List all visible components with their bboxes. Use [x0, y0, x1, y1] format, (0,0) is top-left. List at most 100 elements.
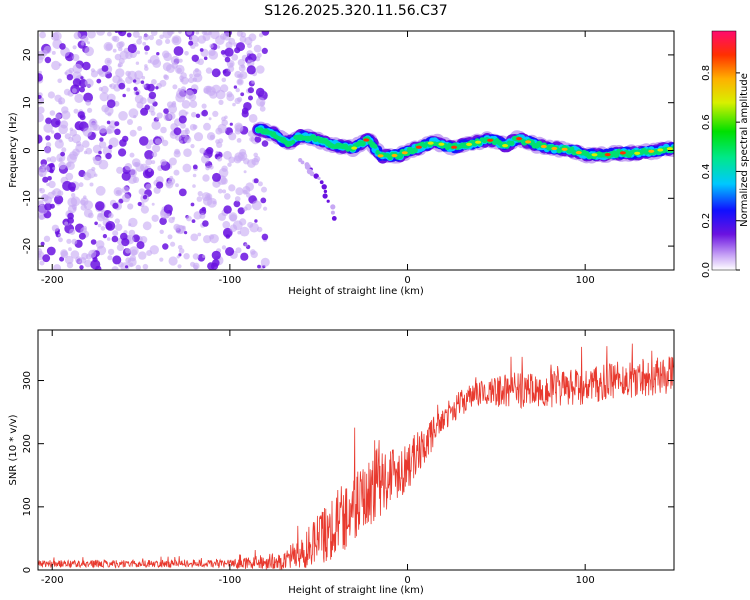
noise-speckle: [59, 256, 65, 262]
noise-speckle: [237, 59, 245, 67]
noise-speckle: [39, 260, 45, 266]
noise-speckle: [70, 250, 80, 259]
noise-speckle: [206, 86, 216, 96]
noise-speckle: [83, 208, 93, 218]
noise-speckle: [163, 204, 173, 214]
noise-speckle: [168, 217, 175, 224]
tone-peak: [391, 153, 398, 158]
noise-speckle: [132, 31, 140, 38]
noise-speckle: [87, 31, 96, 39]
side-branch-point: [300, 160, 305, 165]
noise-speckle: [144, 45, 150, 52]
noise-speckle: [258, 33, 264, 38]
noise-speckle: [122, 135, 129, 143]
noise-speckle: [106, 99, 116, 108]
noise-speckle: [95, 185, 106, 196]
noise-speckle: [197, 58, 204, 66]
noise-speckle: [51, 60, 61, 71]
noise-speckle: [171, 101, 177, 106]
snr-ytick-label: 100: [22, 497, 33, 516]
noise-speckle: [238, 64, 246, 72]
noise-speckle: [163, 52, 172, 62]
noise-speckle: [60, 120, 69, 129]
noise-speckle: [105, 152, 112, 160]
tone-peak: [502, 144, 509, 148]
noise-speckle: [142, 41, 147, 46]
noise-speckle: [40, 159, 48, 166]
noise-speckle: [89, 182, 94, 187]
noise-speckle: [233, 155, 242, 164]
noise-speckle: [184, 136, 192, 144]
noise-speckle: [263, 206, 268, 211]
noise-speckle: [58, 157, 63, 162]
noise-speckle: [260, 197, 267, 204]
noise-speckle: [71, 88, 77, 94]
noise-speckle: [79, 86, 85, 93]
noise-speckle: [192, 173, 197, 178]
noise-speckle: [40, 97, 45, 102]
colorbar-tick-label: 0.0: [701, 262, 712, 278]
spectrogram-ytick-label: 0: [22, 147, 33, 153]
spectrogram-xtick-label: -100: [219, 275, 242, 286]
noise-speckle: [208, 117, 212, 121]
noise-speckle: [196, 196, 203, 202]
colorbar-tick-label: 0.2: [701, 213, 712, 229]
snr-line: [38, 343, 674, 570]
noise-speckle: [117, 46, 123, 52]
tone-peak: [438, 142, 445, 146]
noise-speckle: [140, 80, 145, 84]
noise-speckle: [229, 224, 238, 232]
noise-speckle: [226, 93, 235, 102]
noise-speckle: [46, 246, 56, 256]
snr-axes: -200 -100 0 100 0 100 200 300: [22, 330, 674, 586]
noise-speckle: [82, 61, 91, 71]
noise-speckle: [173, 127, 182, 136]
noise-speckle: [205, 165, 210, 171]
noise-speckle: [111, 35, 118, 42]
noise-speckle: [191, 111, 197, 118]
noise-speckle: [90, 259, 101, 270]
noise-speckle: [209, 43, 214, 49]
noise-speckle: [57, 233, 62, 237]
tone-peak: [575, 151, 582, 155]
noise-speckle: [239, 35, 247, 43]
colorbar-tick-label: 0.8: [701, 65, 712, 81]
noise-speckle: [186, 31, 192, 35]
noise-speckle: [176, 255, 180, 259]
noise-speckle: [202, 254, 206, 258]
noise-speckle: [191, 219, 196, 224]
noise-speckle: [149, 55, 160, 65]
noise-speckle: [116, 41, 124, 49]
noise-speckle: [229, 122, 233, 126]
noise-speckle: [190, 202, 195, 207]
noise-speckle: [193, 132, 204, 142]
noise-speckle: [212, 179, 221, 188]
noise-speckle: [168, 177, 176, 185]
noise-speckle: [192, 253, 200, 260]
noise-speckle: [107, 31, 112, 37]
tone-peak: [648, 149, 655, 153]
noise-speckle: [180, 122, 186, 129]
noise-speckle: [135, 91, 140, 96]
noise-speckle: [244, 243, 248, 247]
noise-speckle: [217, 123, 227, 134]
noise-speckle: [39, 31, 46, 39]
noise-speckle: [225, 41, 233, 49]
tone-peak: [525, 140, 532, 144]
noise-speckle: [128, 217, 138, 228]
noise-speckle: [192, 77, 198, 83]
spectrogram-xlabel: Height of straight line (km): [288, 286, 424, 297]
noise-speckle: [201, 103, 207, 109]
noise-speckle: [236, 138, 242, 143]
noise-speckle: [82, 140, 90, 148]
side-branch-point: [330, 204, 336, 210]
noise-speckle: [85, 100, 91, 106]
noise-speckle: [69, 151, 78, 160]
noise-speckle: [205, 67, 213, 74]
noise-speckle: [144, 66, 149, 71]
noise-speckle: [221, 77, 227, 83]
noise-speckle: [240, 92, 245, 97]
noise-speckle: [237, 74, 241, 78]
noise-speckle: [121, 193, 131, 203]
noise-speckle: [261, 31, 270, 36]
